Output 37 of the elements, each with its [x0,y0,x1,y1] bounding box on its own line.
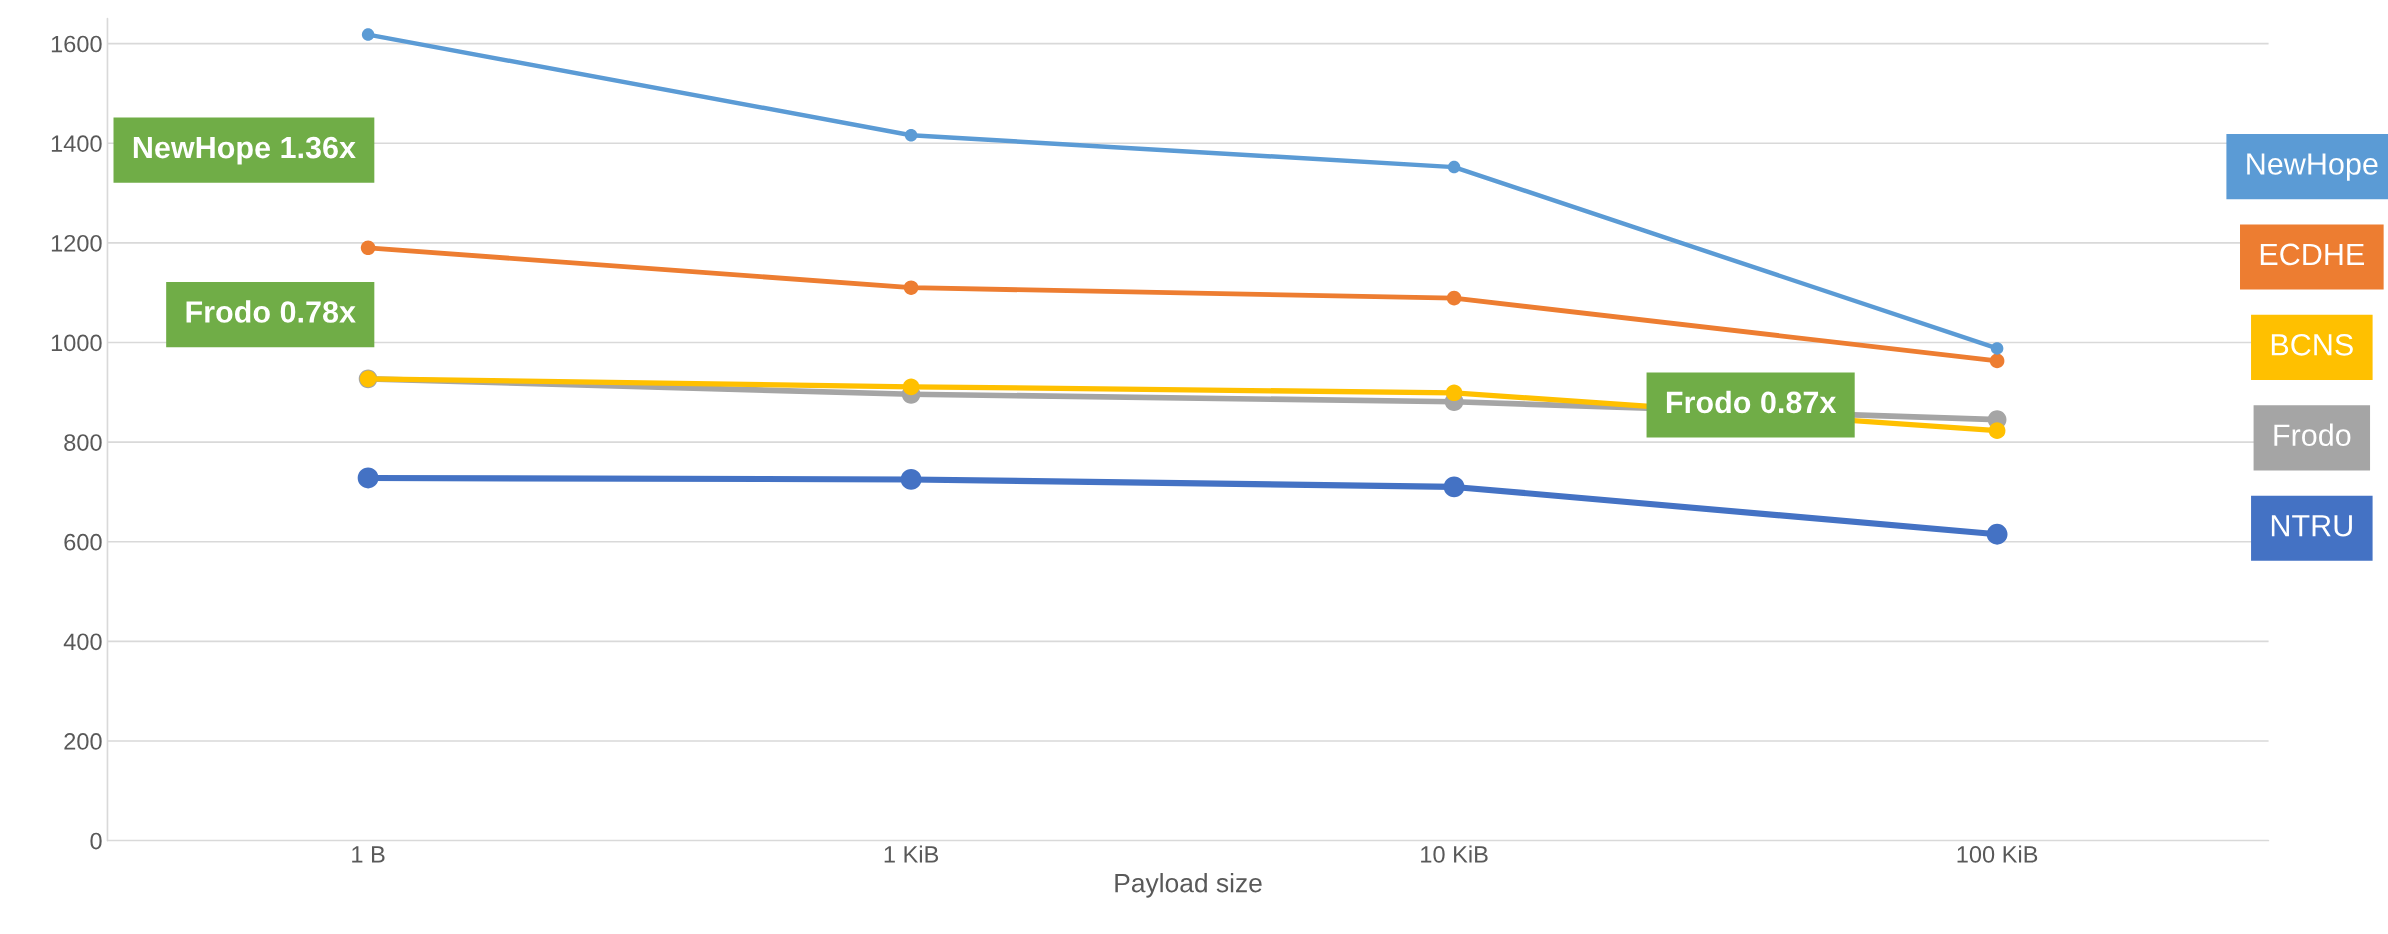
y-tick-label: 200 [64,733,102,750]
point [1445,384,1463,402]
point [360,240,376,256]
y-tick-label: 1200 [51,234,102,252]
text: BCNS [2271,334,2353,356]
point [1989,353,2005,369]
annotation: Frodo 0.78x [186,300,356,323]
point [1990,342,2004,355]
point [1446,290,1462,306]
point [900,469,922,490]
point [1447,160,1461,174]
point [361,28,375,41]
y-tick-label: 0 [90,832,102,850]
y-tick-label: 1600 [51,35,102,53]
y-tick-label: 1000 [51,334,102,352]
annotation: Frodo 0.87x [1666,390,1837,414]
point [357,467,379,489]
x-tick-label: 1 KiB [884,845,939,863]
text: ECDHE [2260,243,2364,266]
y-tick-label: 800 [64,434,102,451]
x-tick-label: 1 B [352,846,385,863]
y-tick-label: 1400 [51,135,102,152]
point [902,378,920,396]
x-tick-label: 100 KiB [1957,845,2038,863]
point [904,128,918,142]
y-tick-label: 400 [63,633,102,651]
text: NTRU [2271,515,2352,537]
x-axis-title: Payload size [1115,873,1262,898]
x-tick-label: 10 KiB [1421,845,1488,863]
point [903,280,919,295]
text: NewHope [2247,153,2378,181]
point [1986,523,2008,545]
point [1443,476,1465,498]
annotation: NewHope 1.36x [133,136,356,165]
point [1988,422,2006,439]
text: Frodo [2274,423,2351,447]
y-tick-label: 600 [64,533,102,551]
